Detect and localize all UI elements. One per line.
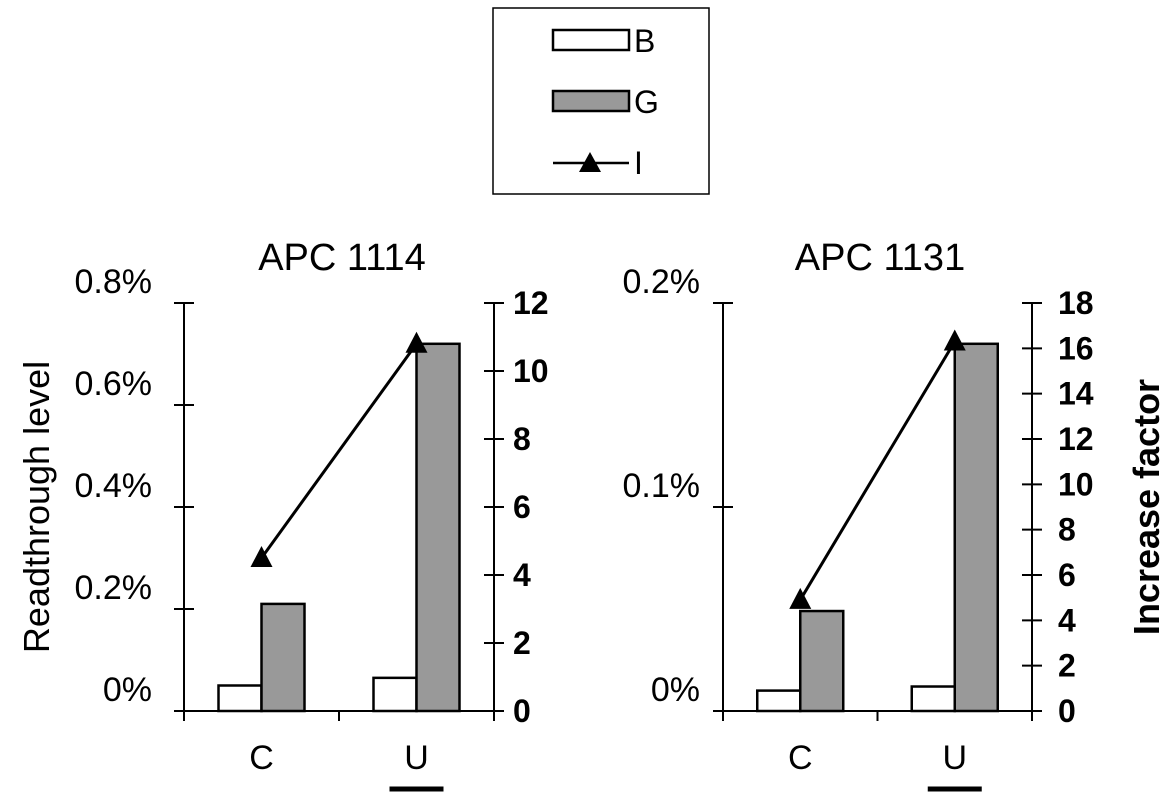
bar-g-u: [953, 342, 999, 713]
y-axis-right-tick-label: 4: [513, 557, 531, 593]
legend-label-g: G: [634, 84, 659, 120]
legend-swatch-b: [551, 28, 631, 52]
y-axis-right-tick-label: 14: [1058, 376, 1094, 412]
x-category-label-c: C: [249, 739, 274, 777]
y2-axis-label-increase-factor: Increase factor: [1126, 379, 1167, 635]
y-axis-right-tick-label: 10: [1058, 466, 1094, 502]
y-axis-left-tick-label: 0.2%: [623, 263, 701, 301]
x-category-label-u: U: [942, 739, 967, 777]
y-axis-right-tick-label: 10: [513, 353, 549, 389]
y-axis-right-tick-label: 6: [513, 489, 531, 525]
y-axis-left-tick-label: 0%: [103, 671, 152, 709]
bar-g-c: [260, 602, 306, 713]
y-axis-left-tick-label: 0%: [651, 671, 700, 709]
chart-panel-apc-1114: APC 1114 0% 0.2% 0.4% 0.6% 0.8% 0 2 4 6 8 10 12 C U: [75, 237, 549, 792]
legend: B G I: [492, 7, 710, 195]
y-axis-right-tick-label: 0: [513, 693, 531, 729]
y-axis-right-tick-label: 4: [1058, 602, 1076, 638]
line-point-i-u: [405, 331, 428, 353]
y-axis-right-tick-label: 8: [513, 421, 531, 457]
legend-label-i: I: [634, 145, 643, 181]
bar-g-c: [799, 609, 845, 713]
y-axis-right-tick-label: 2: [1058, 648, 1076, 684]
y-axis-right-tick-label: 16: [1058, 330, 1094, 366]
y-axis-right-tick-label: 8: [1058, 512, 1076, 548]
y-axis-left-tick-label: 0.6%: [75, 365, 153, 403]
legend-swatch-g: [551, 89, 631, 113]
y-axis-left-tick-label: 0.2%: [75, 569, 153, 607]
bar-b-c: [217, 684, 263, 713]
panel-title: APC 1114: [258, 237, 426, 279]
x-category-label-u: U: [404, 739, 429, 777]
y-axis-right-tick-label: 0: [1058, 693, 1076, 729]
line-series-i: [798, 340, 957, 601]
line-point-i-c: [250, 546, 273, 567]
bar-b-u: [372, 676, 418, 713]
y-axis-left-tick-label: 0.8%: [75, 263, 153, 301]
line-series-i: [260, 342, 418, 559]
bar-b-u: [910, 685, 956, 713]
x-category-label-c: C: [788, 739, 813, 777]
bar-g-u: [415, 342, 461, 713]
y-axis-label-readthrough: Readthrough level: [16, 361, 57, 653]
legend-triangle-marker: [579, 152, 601, 172]
y-axis-right-tick-label: 6: [1058, 557, 1076, 593]
line-point-i-c: [789, 587, 812, 609]
chart-panel-apc-1131: APC 1131 0% 0.1% 0.2% 0 2 4 6 8 10 12 14 16 18 C U: [623, 237, 1094, 792]
line-point-i-u: [943, 329, 966, 351]
panel-title: APC 1131: [795, 237, 965, 279]
y-axis-left-tick-label: 0.1%: [623, 467, 701, 505]
y-axis-right-tick-label: 12: [513, 285, 549, 321]
legend-label-b: B: [634, 23, 655, 59]
y-axis-right-tick-label: 18: [1058, 285, 1094, 321]
y-axis-right-tick-label: 12: [1058, 421, 1094, 457]
bar-b-c: [756, 689, 802, 713]
y-axis-right-tick-label: 2: [513, 625, 531, 661]
y-axis-left-tick-label: 0.4%: [75, 467, 153, 505]
